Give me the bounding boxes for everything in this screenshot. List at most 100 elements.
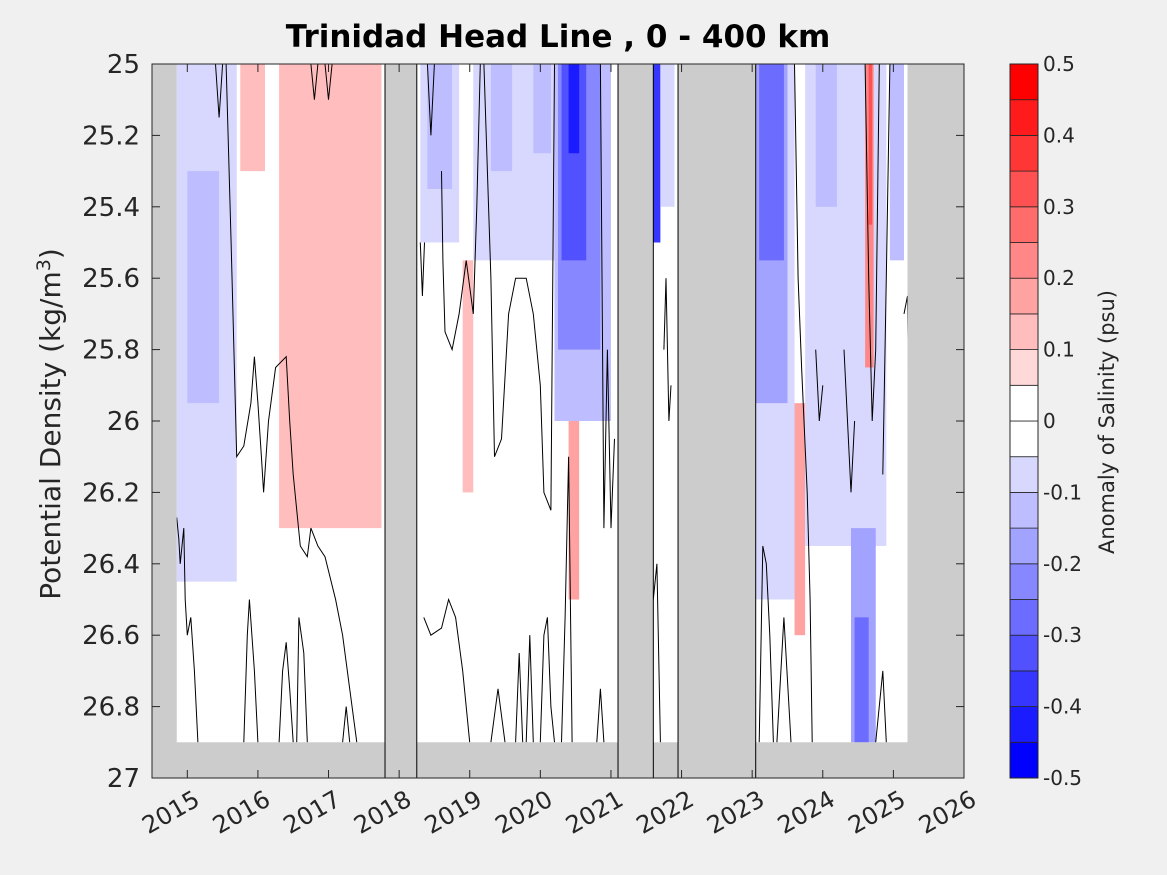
colorbar-frame [1009,63,1039,779]
anomaly-patch-20 [794,403,806,636]
zero-contour-25 [794,63,813,743]
y-tick-label: 27 [107,764,140,794]
zero-contour-24 [776,617,792,743]
zero-contour-16 [525,635,534,743]
colorbar-label: Anomaly of Salinity (psu) [1095,290,1119,554]
zero-contour-28 [864,63,880,422]
zero-contour-22 [663,278,672,422]
x-tick-label: 2025 [843,785,910,840]
mask-bottom [152,742,964,778]
zero-contour-23 [758,545,774,743]
zero-contour-6 [342,706,351,743]
x-tick-label: 2020 [490,785,557,840]
zero-contour-14 [490,688,506,743]
colorbar-segment-9 [1009,420,1039,458]
anomaly-patch-1 [187,171,220,404]
zero-contour-12 [441,63,481,352]
anomaly-patch-16 [660,64,675,207]
colorbar-segment-13 [1009,277,1039,315]
colorbar-segment-14 [1009,242,1039,279]
colorbar-segment-0 [1009,741,1039,779]
y-tick-label: 25.2 [82,121,140,151]
zero-contour-10 [423,597,471,743]
zero-contour-5 [296,617,308,743]
anomaly-patch-13 [568,64,580,154]
colorbar-tick-label: -0.2 [1043,552,1082,576]
colorbar-tick-label: 0 [1043,409,1056,433]
zero-contour-9 [419,242,425,297]
colorbar-segment-18 [1009,99,1039,136]
colorbar-tick-label: 0.1 [1043,338,1075,362]
y-axis: 25 25.2 25.4 25.6 25.8 26 26.2 26.4 26.6 26.8 27 [82,50,964,794]
y-tick-label: 26.4 [82,550,140,580]
data-gap-0 [384,63,418,779]
colorbar-segment-5 [1009,563,1039,600]
colorbar-segment-4 [1009,599,1039,636]
y-tick-label: 25 [107,50,140,80]
x-tick-label: 2018 [349,785,416,840]
y-tick-label: 26.6 [82,621,140,651]
zero-contour-7 [310,63,319,100]
anomaly-patch-22 [815,64,837,207]
zero-contour-29 [882,63,891,475]
colorbar-tick-label: -0.1 [1043,480,1082,504]
y-tick-label: 26.2 [82,478,140,508]
y-tick-label: 25.6 [82,264,140,294]
zero-contour-15 [515,652,524,743]
zero-contour-30 [875,670,887,743]
mask-right [907,64,964,778]
colorbar-segment-1 [1009,706,1039,743]
x-tick-label: 2015 [137,785,204,840]
y-axis-label-main: Potential Density (kg/m [34,271,67,600]
zero-contour-20 [599,63,615,529]
colorbar-tick-label: -0.3 [1043,623,1082,647]
colorbar-segment-10 [1009,384,1039,422]
colorbar-tick-label: 0.4 [1043,123,1075,147]
y-axis-label-superscript: 3 [33,259,55,271]
colorbar-tick-label: -0.5 [1043,766,1082,790]
missing-data-mask [152,63,964,779]
zero-contour-8 [324,63,333,100]
anomaly-patch-2 [240,64,265,172]
y-axis-label-close: ) [34,248,67,259]
zero-contour-17 [539,617,555,743]
colorbar-segment-11 [1009,349,1039,386]
x-tick-label: 2022 [632,785,699,840]
zero-contour-13 [483,63,555,511]
colorbar-tick-label: 0.2 [1043,266,1075,290]
colorbar-tick-label: 0.5 [1043,52,1075,76]
anomaly-patch-24 [854,617,869,743]
zero-contour-4 [278,642,294,743]
y-tick-label: 25.4 [82,193,140,223]
y-tick-label: 25.8 [82,336,140,366]
anomaly-patch-27 [889,64,904,261]
y-tick-label: 26.8 [82,693,140,723]
data-gap-2 [677,63,757,779]
anomaly-patch-19 [759,64,784,261]
colorbar: 0.5 0.4 0.3 0.2 0.1 0 -0.1 -0.2 -0.3 -0.4 -0.5 [1009,52,1082,790]
y-tick-label: 26 [107,407,140,437]
zero-contour-11 [426,63,435,136]
anomaly-patch-14 [568,421,580,600]
chart-title: Trinidad Head Line , 0 - 400 km [286,19,831,55]
zero-contour-27 [843,349,856,493]
anomaly-patch-15 [653,64,661,243]
anomaly-patch-9 [533,64,551,154]
colorbar-segment-3 [1009,634,1039,672]
colorbar-segment-15 [1009,206,1039,243]
colorbar-segment-12 [1009,313,1039,350]
colorbar-segment-19 [1009,63,1039,101]
zero-contour-3 [243,599,259,743]
colorbar-segment-6 [1009,527,1039,565]
colorbar-segment-7 [1009,491,1039,529]
colorbar-segment-17 [1009,134,1039,172]
colorbar-tick-label: 0.3 [1043,195,1075,219]
zero-contour-19 [596,688,605,743]
x-tick-label: 2021 [561,785,628,840]
colorbar-segment-16 [1009,170,1039,208]
x-tick-label: 2016 [208,785,275,840]
anomaly-patch-8 [490,64,513,172]
zero-contour-1 [215,63,224,118]
